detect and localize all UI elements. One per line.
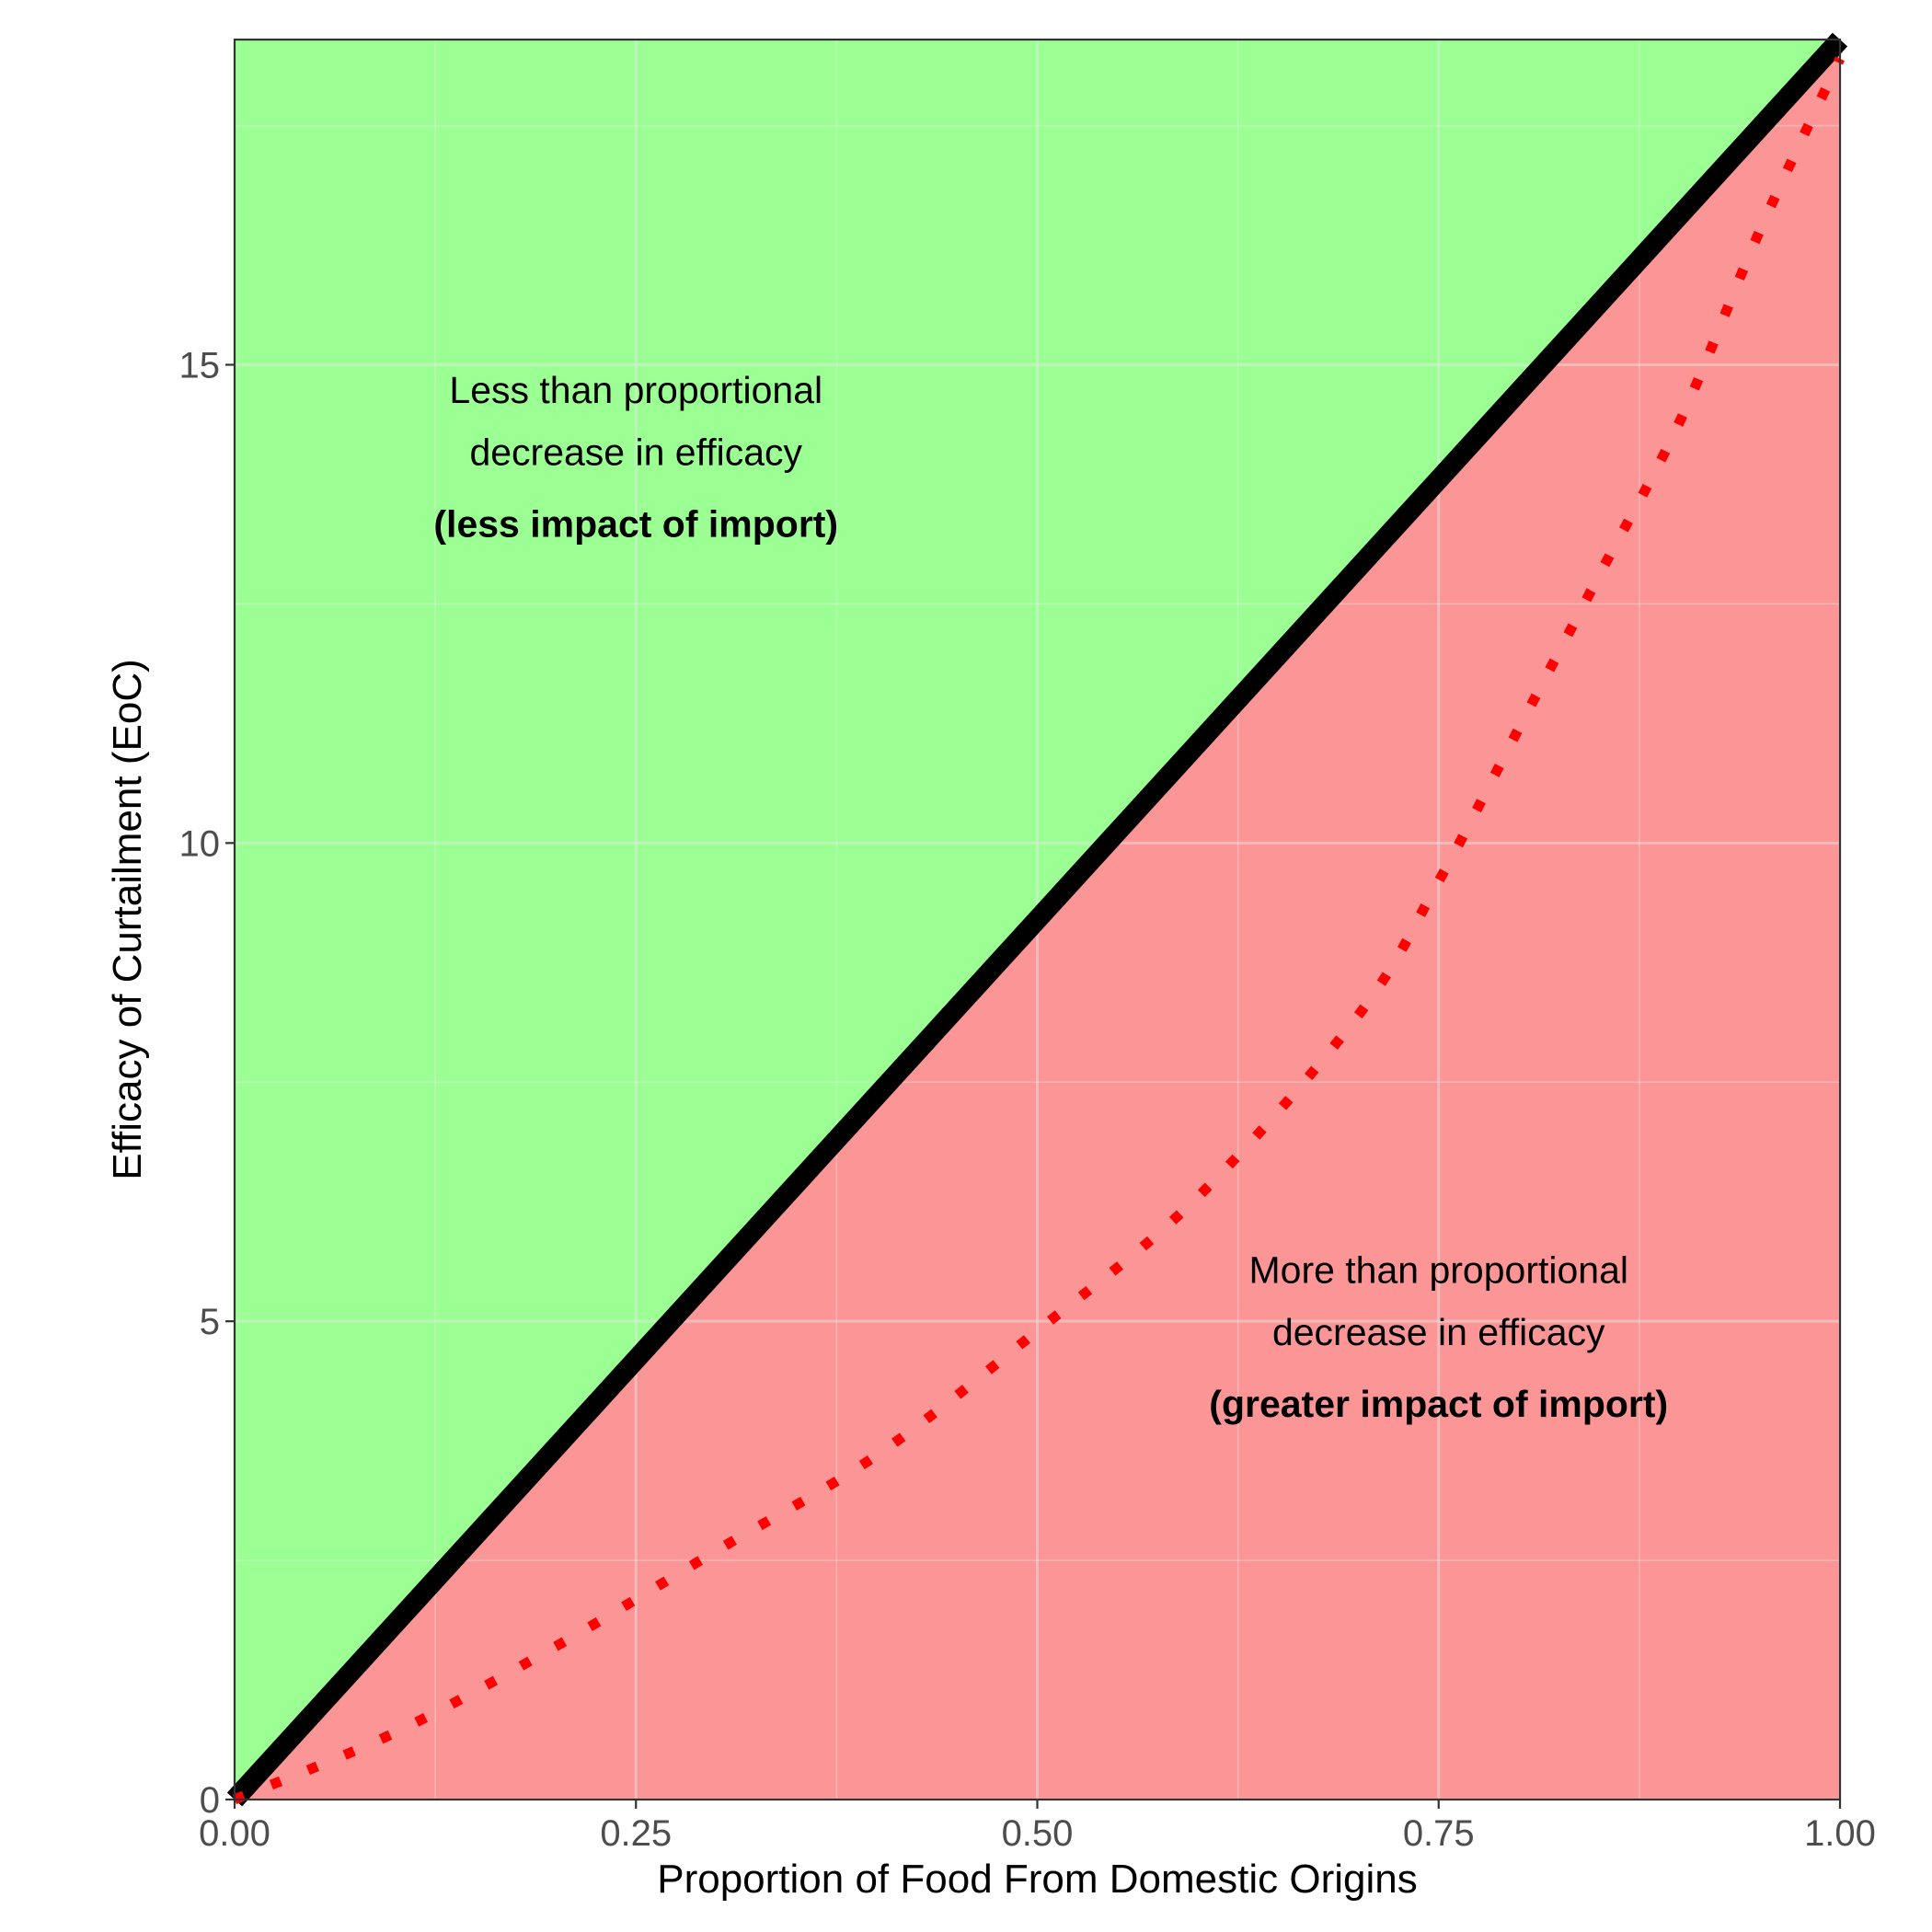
y-tick-label: 15 — [179, 345, 221, 385]
proportional-line — [226, 32, 1848, 1807]
annotation-upper-line-3: (less impact of import) — [433, 503, 838, 546]
annotation-lower-line-1: More than proportional — [1248, 1249, 1628, 1292]
annotations: Less than proportional decrease in effica… — [433, 369, 1668, 1425]
y-axis-title: Efficacy of Curtailment (EoC) — [105, 659, 150, 1179]
annotation-lower-line-3: (greater impact of import) — [1209, 1383, 1668, 1425]
axes: 0.00 0.25 0.50 0.75 1.00 0 5 10 15 — [179, 38, 1876, 1854]
series-lines — [226, 32, 1848, 1807]
x-tick-label: 0.50 — [1002, 1813, 1074, 1854]
y-tick-label: 10 — [179, 823, 221, 864]
x-tick-label: 1.00 — [1804, 1813, 1876, 1854]
annotation-lower-line-2: decrease in efficacy — [1272, 1311, 1605, 1353]
annotation-upper-line-2: decrease in efficacy — [469, 431, 802, 474]
x-axis-title: Proportion of Food From Domestic Origins — [657, 1857, 1418, 1902]
x-tick-label: 0.25 — [600, 1813, 672, 1854]
annotation-upper-line-1: Less than proportional — [449, 369, 822, 411]
x-tick-label: 0.75 — [1403, 1813, 1475, 1854]
y-tick-label: 5 — [200, 1302, 220, 1342]
y-tick-label: 0 — [200, 1780, 220, 1821]
x-tick-label: 0.00 — [199, 1813, 270, 1854]
